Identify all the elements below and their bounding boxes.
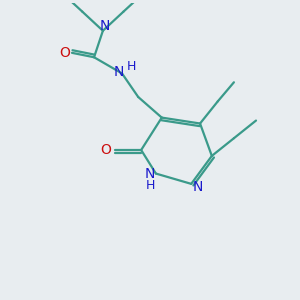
Text: N: N xyxy=(193,180,203,194)
Text: H: H xyxy=(146,179,155,192)
Text: O: O xyxy=(59,46,70,60)
Text: O: O xyxy=(100,143,111,157)
Text: N: N xyxy=(114,65,124,79)
Text: H: H xyxy=(127,60,136,73)
Text: N: N xyxy=(99,19,110,33)
Text: N: N xyxy=(144,167,154,181)
